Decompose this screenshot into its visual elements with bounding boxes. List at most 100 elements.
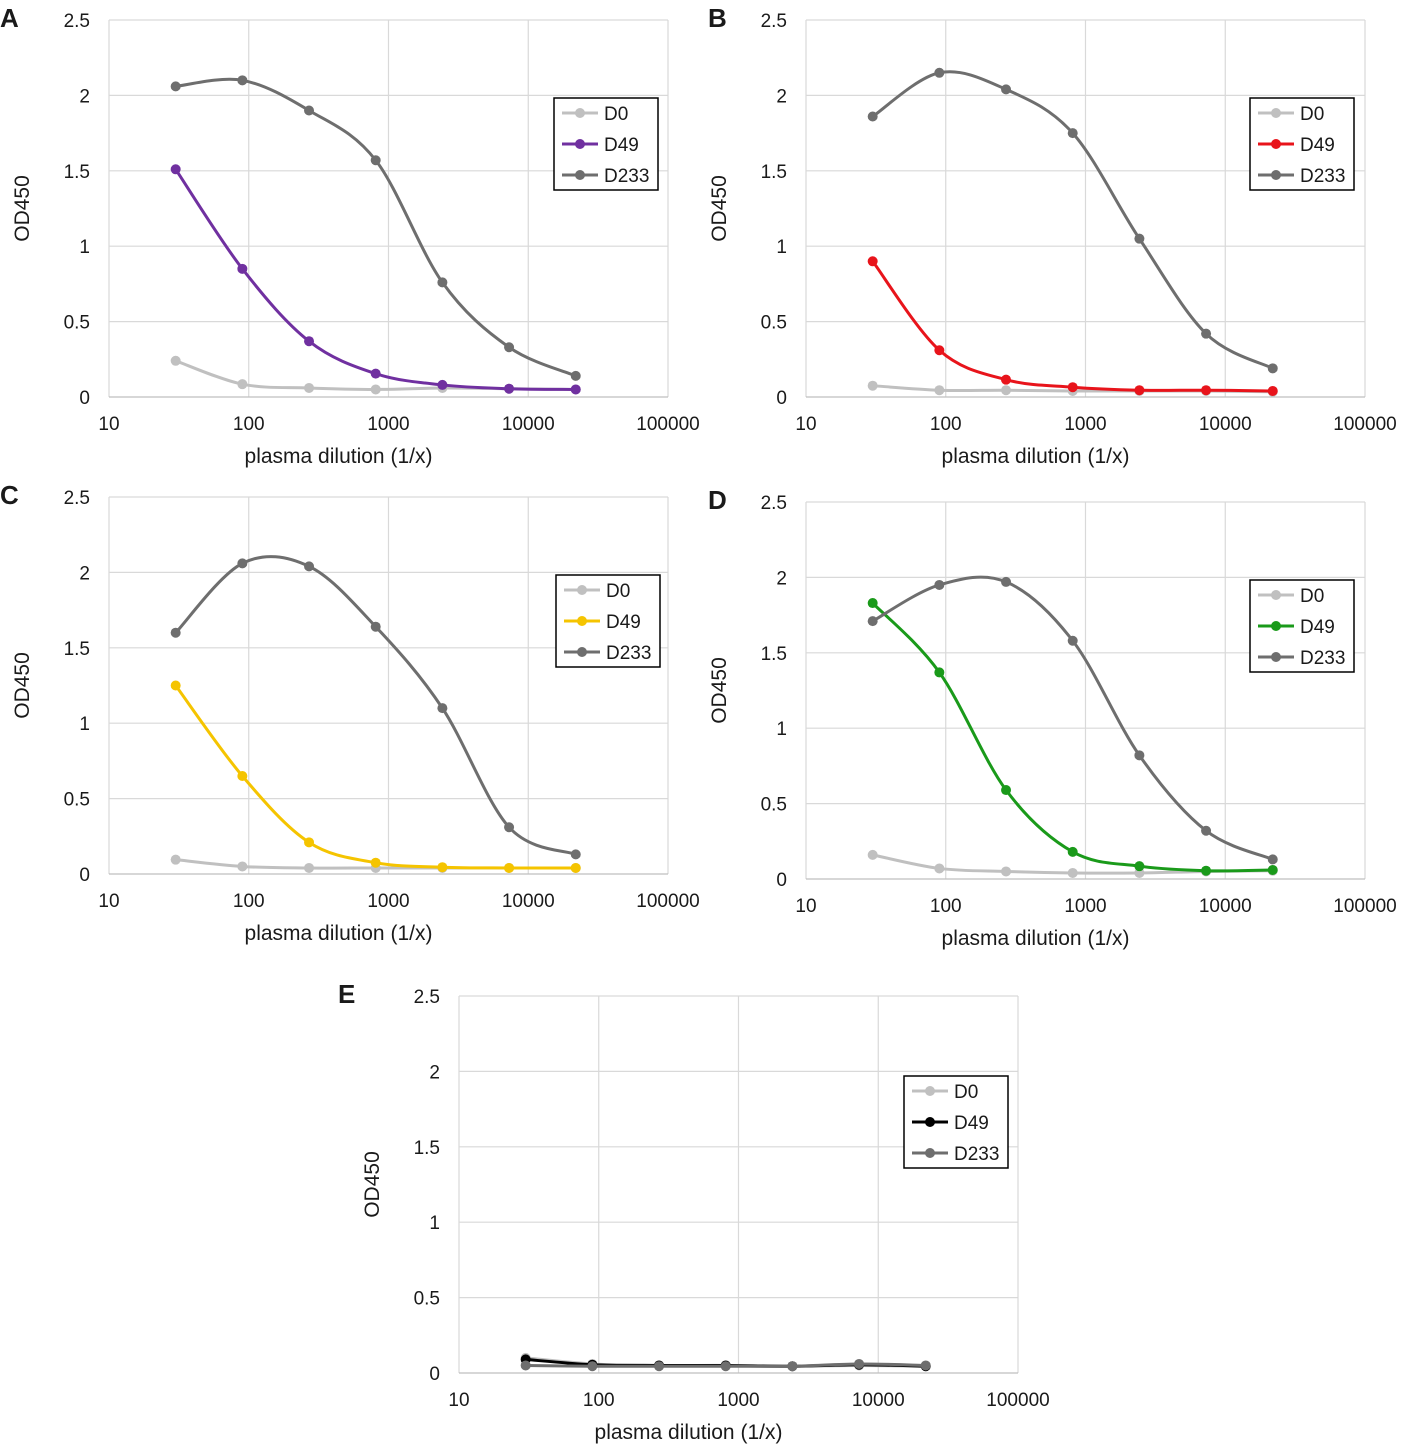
legend-label-d0: D0 xyxy=(1300,104,1324,125)
panel-letter: D xyxy=(708,485,727,515)
legend-label-d49: D49 xyxy=(606,612,641,633)
x-tick-label: 1000 xyxy=(367,414,409,435)
data-point-d49 xyxy=(437,862,448,873)
legend: D0 D49 D233 xyxy=(555,574,661,668)
data-point-d0 xyxy=(170,854,181,865)
y-tick-label: 2 xyxy=(79,563,90,584)
data-point-d0 xyxy=(1001,385,1012,396)
y-tick-label: 0 xyxy=(776,870,787,891)
x-tick-label: 10000 xyxy=(1199,414,1252,435)
data-point-d233 xyxy=(867,616,878,627)
legend-swatch-marker xyxy=(1271,652,1281,662)
y-tick-label: 2.5 xyxy=(414,987,440,1008)
legend-swatch-marker xyxy=(925,1086,935,1096)
data-point-d49 xyxy=(867,256,878,267)
data-point-d49 xyxy=(170,680,181,691)
data-point-d49 xyxy=(1001,374,1012,385)
x-tick-label: 100 xyxy=(930,414,962,435)
data-point-d233 xyxy=(304,105,315,116)
y-tick-label: 1.5 xyxy=(414,1138,440,1159)
legend-swatch-marker xyxy=(575,139,585,149)
data-point-d49 xyxy=(1134,385,1145,396)
data-point-d233 xyxy=(720,1361,731,1372)
series-line-d233 xyxy=(174,77,578,378)
legend: D0 D49 D233 xyxy=(903,1075,1009,1169)
legend-swatch-marker xyxy=(1271,590,1281,600)
data-point-d49 xyxy=(237,263,248,274)
y-tick-label: 1.5 xyxy=(64,162,90,183)
y-axis-label: OD450 xyxy=(708,175,731,242)
y-tick-label: 2 xyxy=(776,86,787,107)
legend-label-d233: D233 xyxy=(604,166,649,187)
y-tick-label: 0.5 xyxy=(761,795,787,816)
series-d49 xyxy=(170,680,581,873)
legend-label-d0: D0 xyxy=(1300,586,1324,607)
panel-b: B 0 0.5 1 1.5 2 2.5 10 100 1000 10000 100000 plasma … xyxy=(708,3,1397,468)
x-tick-label: 10000 xyxy=(852,1390,905,1411)
x-tick-label: 100000 xyxy=(636,891,699,912)
data-point-d233 xyxy=(1067,635,1078,646)
data-point-d233 xyxy=(237,558,248,569)
legend-label-d49: D49 xyxy=(954,1113,989,1134)
data-point-d233 xyxy=(854,1358,865,1369)
y-tick-label: 2.5 xyxy=(64,11,90,32)
data-point-d49 xyxy=(1001,785,1012,796)
data-point-d233 xyxy=(1201,328,1212,339)
data-point-d49 xyxy=(570,862,581,873)
panel-a: A 0 0.5 1 1.5 2 2.5 10 100 1000 10000 100000 plasma … xyxy=(0,3,700,468)
y-tick-label: 0.5 xyxy=(761,313,787,334)
x-tick-label: 10 xyxy=(98,414,119,435)
y-tick-label: 2.5 xyxy=(761,11,787,32)
x-tick-label: 10000 xyxy=(1199,896,1252,917)
data-point-d49 xyxy=(304,336,315,347)
data-point-d0 xyxy=(934,385,945,396)
data-point-d0 xyxy=(237,379,248,390)
legend: D0 D49 D233 xyxy=(553,97,659,191)
legend-swatch-marker xyxy=(1271,108,1281,118)
data-point-d233 xyxy=(1267,363,1278,374)
data-point-d49 xyxy=(1067,382,1078,393)
data-point-d49 xyxy=(1201,865,1212,876)
panel-d: D00.511.522.510 100 1000 10000 100000plasma … xyxy=(708,485,1397,950)
data-point-d49 xyxy=(504,862,515,873)
legend-swatch-marker xyxy=(925,1148,935,1158)
y-tick-label: 1.5 xyxy=(761,644,787,665)
data-point-d233 xyxy=(1001,84,1012,95)
data-point-d49 xyxy=(1201,385,1212,396)
data-point-d0 xyxy=(304,862,315,873)
y-tick-label: 0 xyxy=(79,865,90,886)
legend-swatch-marker xyxy=(1271,170,1281,180)
series-line-d233 xyxy=(871,70,1275,370)
series-d233 xyxy=(867,67,1278,374)
y-tick-label: 1 xyxy=(776,719,787,740)
panel-e: E 0 0.5 1 1.5 2 2.5 10 100 1000 10000 100000 plasma … xyxy=(338,979,1050,1444)
data-point-d233 xyxy=(570,849,581,860)
data-point-d233 xyxy=(437,277,448,288)
x-tick-label: 10 xyxy=(795,414,816,435)
y-tick-label: 2 xyxy=(429,1062,440,1083)
data-point-d233 xyxy=(1067,128,1078,139)
series-d233 xyxy=(170,75,581,381)
x-axis-label: plasma dilution (1/x) xyxy=(245,922,433,945)
panel-c: C 0 0.5 1 1.5 2 2.5 10 100 1000 10000 100000 plasma … xyxy=(0,480,700,945)
x-tick-label: 100 xyxy=(233,891,265,912)
y-tick-label: 0.5 xyxy=(414,1289,440,1310)
data-point-d49 xyxy=(1067,846,1078,857)
x-tick-label: 10000 xyxy=(502,891,555,912)
data-point-d49 xyxy=(437,379,448,390)
legend-label-d49: D49 xyxy=(1300,135,1335,156)
legend-label-d233: D233 xyxy=(954,1144,999,1165)
data-point-d233 xyxy=(170,81,181,92)
panel-letter: E xyxy=(338,979,355,1009)
legend: D0 D49 D233 xyxy=(1249,579,1355,673)
series-d233 xyxy=(520,1358,931,1372)
data-point-d0 xyxy=(867,849,878,860)
legend-swatch-marker xyxy=(575,108,585,118)
y-tick-label: 0.5 xyxy=(64,313,90,334)
data-point-d233 xyxy=(370,621,381,632)
x-axis-label: plasma dilution (1/x) xyxy=(595,1421,783,1444)
data-point-d49 xyxy=(570,384,581,395)
x-tick-label: 1000 xyxy=(367,891,409,912)
x-tick-label: 100000 xyxy=(986,1390,1049,1411)
x-tick-label: 10000 xyxy=(502,414,555,435)
